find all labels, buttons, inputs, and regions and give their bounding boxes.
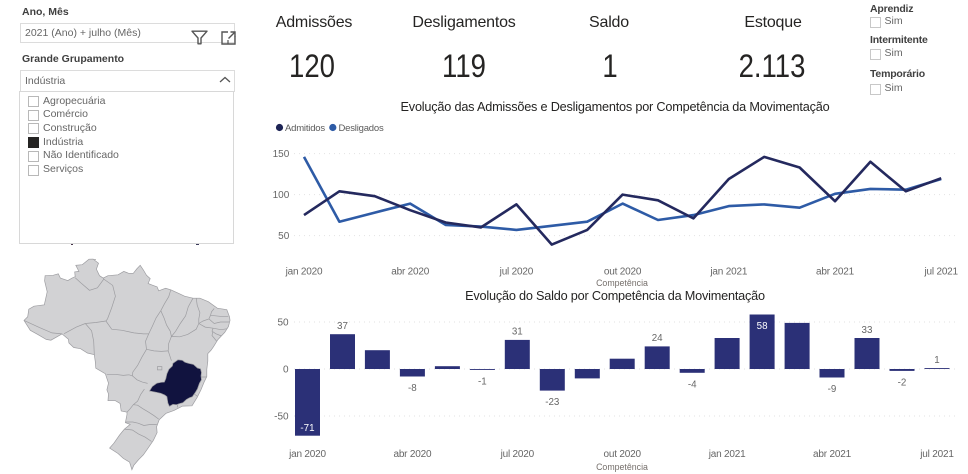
svg-text:37: 37: [337, 321, 348, 332]
svg-text:Admitidos: Admitidos: [285, 123, 325, 134]
svg-text:58: 58: [757, 321, 768, 332]
svg-text:1: 1: [934, 355, 939, 366]
svg-text:jan 2020: jan 2020: [288, 449, 326, 460]
svg-text:-9: -9: [828, 384, 837, 395]
svg-text:jan 2021: jan 2021: [708, 449, 746, 460]
svg-text:-50: -50: [274, 412, 289, 423]
svg-text:Desligados: Desligados: [339, 123, 384, 134]
svg-text:abr 2020: abr 2020: [393, 449, 432, 460]
svg-text:out 2020: out 2020: [604, 266, 642, 277]
svg-text:24: 24: [652, 333, 663, 344]
svg-text:jan 2021: jan 2021: [709, 266, 747, 277]
svg-text:out 2020: out 2020: [604, 449, 642, 460]
svg-text:Competência: Competência: [596, 462, 648, 472]
svg-text:-8: -8: [408, 383, 417, 394]
svg-text:jul 2020: jul 2020: [499, 266, 534, 277]
svg-text:jul 2021: jul 2021: [923, 266, 958, 277]
svg-text:abr 2021: abr 2021: [813, 449, 852, 460]
svg-text:Evolução das Admissões e Desli: Evolução das Admissões e Desligamentos p…: [401, 100, 830, 114]
svg-text:abr 2021: abr 2021: [816, 266, 855, 277]
svg-text:-2: -2: [898, 377, 907, 388]
svg-text:Evolução do Saldo por Competên: Evolução do Saldo por Competência da Mov…: [465, 289, 765, 303]
svg-text:150: 150: [273, 149, 290, 160]
svg-text:-1: -1: [478, 376, 487, 387]
svg-text:jan 2020: jan 2020: [285, 266, 323, 277]
svg-text:jul 2020: jul 2020: [500, 449, 535, 460]
svg-text:Competência: Competência: [596, 278, 648, 288]
svg-text:-23: -23: [545, 397, 560, 408]
svg-text:33: 33: [862, 325, 873, 336]
svg-text:jul 2021: jul 2021: [919, 449, 954, 460]
svg-text:50: 50: [278, 231, 290, 242]
svg-text:100: 100: [273, 190, 290, 201]
svg-text:-4: -4: [688, 379, 697, 390]
svg-text:50: 50: [277, 318, 289, 329]
svg-text:-71: -71: [300, 423, 314, 434]
svg-text:31: 31: [512, 327, 523, 338]
svg-text:abr 2020: abr 2020: [391, 266, 430, 277]
svg-text:0: 0: [283, 365, 289, 376]
